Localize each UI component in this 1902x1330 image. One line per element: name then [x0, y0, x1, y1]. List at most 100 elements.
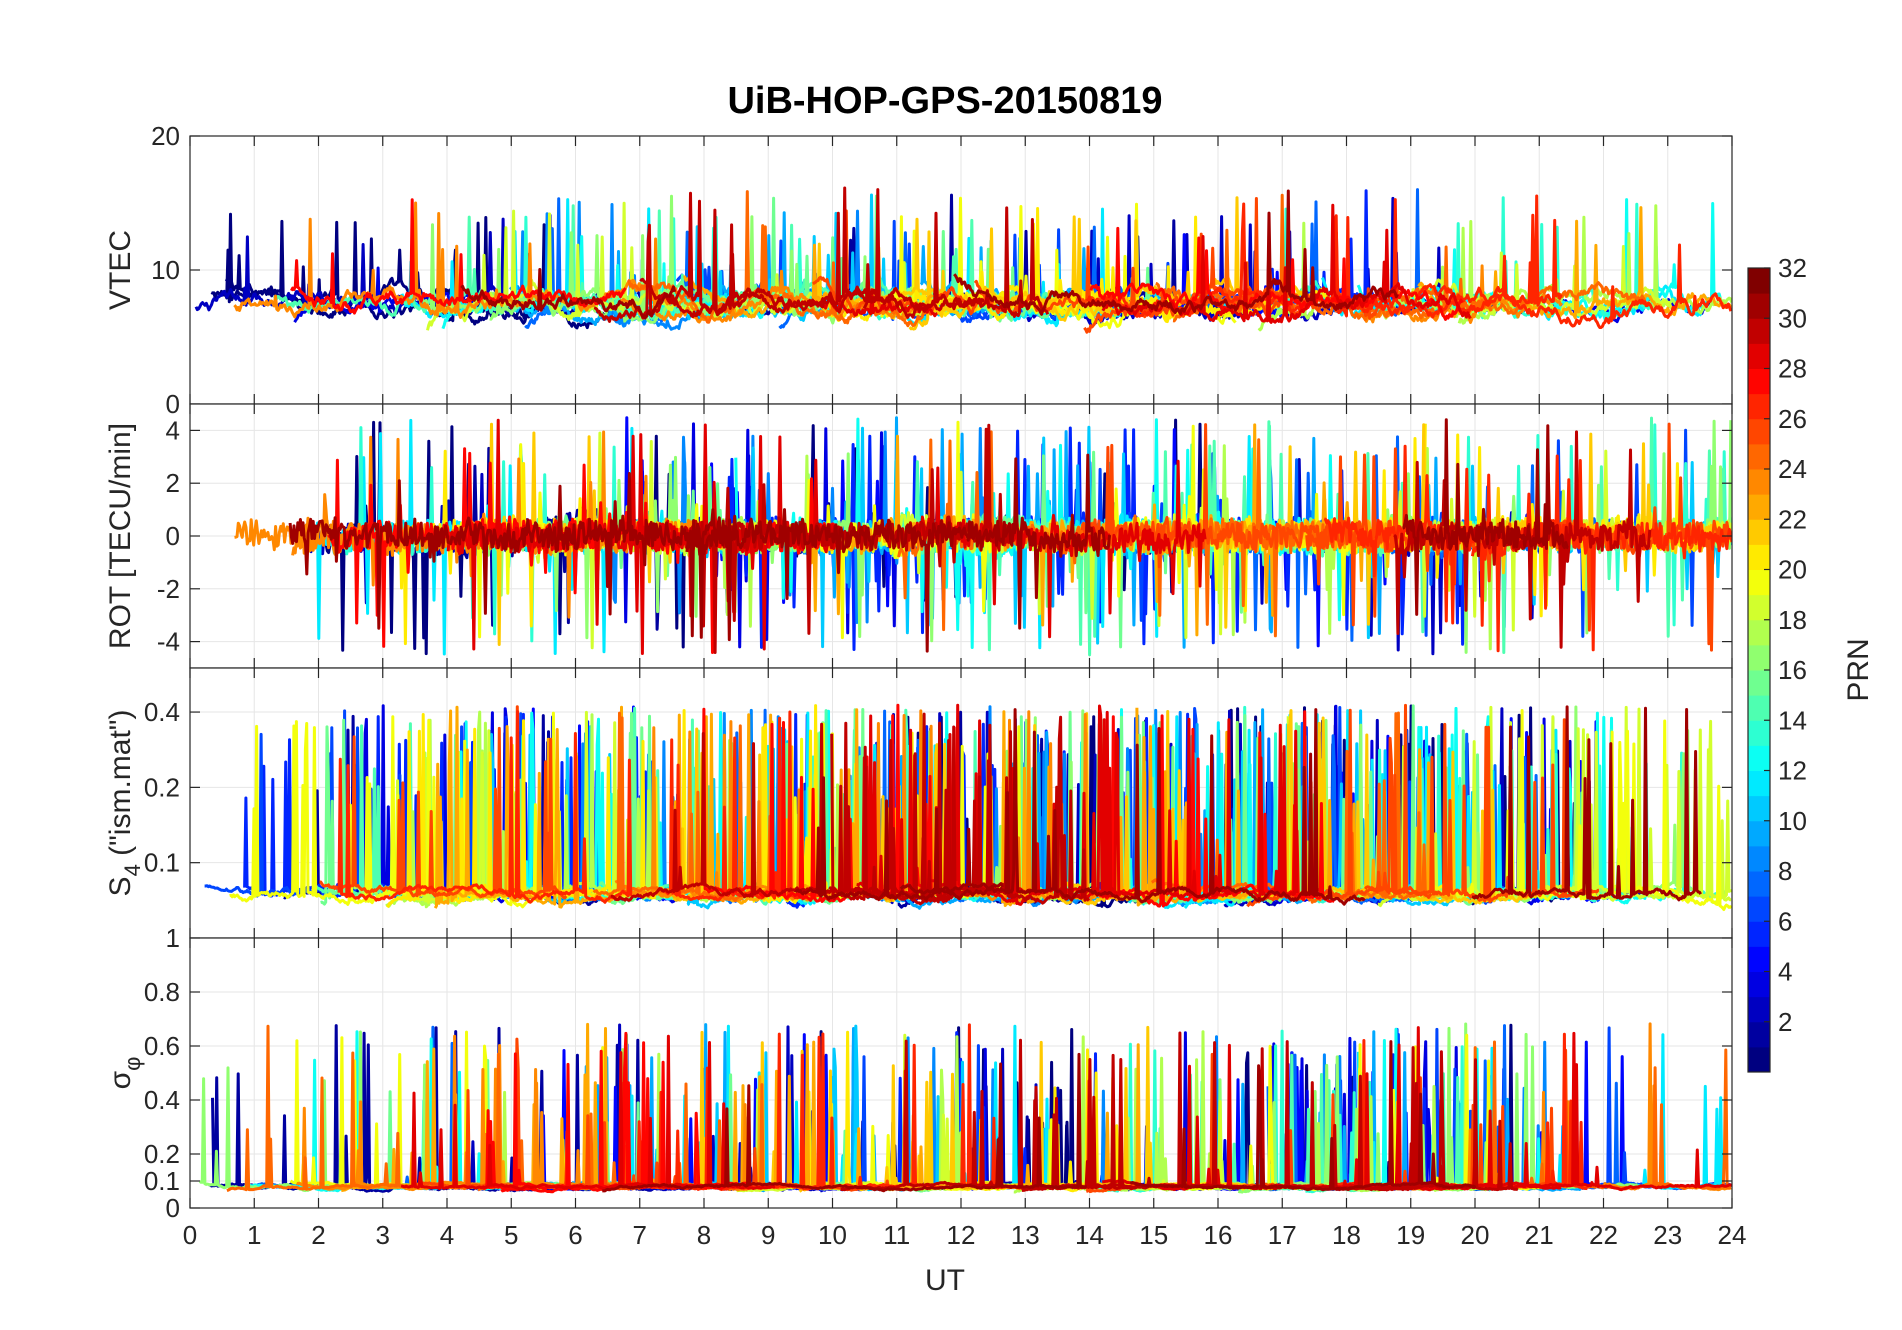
x-tick-label: 16	[1204, 1220, 1233, 1250]
x-tick-label: 15	[1139, 1220, 1168, 1250]
x-axis-label: UT	[925, 1264, 965, 1297]
series-line-prn-26	[1246, 703, 1433, 908]
series-group	[204, 703, 1732, 911]
colorbar-tick-label: 4	[1778, 957, 1792, 987]
y-tick-label: 0.1	[144, 1166, 180, 1196]
colorbar-tick-label: 28	[1778, 354, 1807, 384]
series-line-prn-27	[1331, 231, 1732, 329]
colorbar-cell-6	[1748, 921, 1770, 947]
colorbar-cell-19	[1748, 594, 1770, 621]
series-line-prn-31	[794, 776, 1004, 902]
colorbar-cell-16	[1748, 670, 1770, 696]
y-tick-label: 0.8	[144, 977, 180, 1007]
colorbar-cell-8	[1748, 871, 1770, 897]
y-tick-label: -2	[157, 574, 180, 604]
colorbar-tick-label: 10	[1778, 806, 1807, 836]
colorbar-cell-22	[1748, 519, 1770, 545]
series-line-prn-26	[319, 705, 568, 900]
series-line-prn-27	[337, 710, 633, 904]
y-tick-label: 0.4	[144, 697, 180, 727]
chart-title: UiB-HOP-GPS-20150819	[727, 80, 1162, 122]
colorbar-cell-1	[1748, 1046, 1770, 1073]
colorbar-tick-label: 20	[1778, 555, 1807, 585]
x-tick-label: 17	[1268, 1220, 1297, 1250]
y-tick-label: 0	[166, 521, 180, 551]
series-line-prn-23	[1001, 710, 1190, 907]
x-tick-label: 24	[1718, 1220, 1747, 1250]
colorbar-tick-label: 14	[1778, 705, 1807, 735]
y-tick-label: 0.6	[144, 1031, 180, 1061]
series-line-prn-30	[682, 423, 1016, 654]
series-line-prn-17	[416, 194, 684, 317]
colorbar-cell-12	[1748, 770, 1770, 797]
colorbar-tick-label: 18	[1778, 605, 1807, 635]
colorbar-tick-label: 24	[1778, 454, 1807, 484]
y-tick-label: 0.4	[144, 1085, 180, 1115]
colorbar-cell-31	[1748, 293, 1770, 319]
colorbar-tick-label: 6	[1778, 906, 1792, 936]
x-tick-label: 23	[1653, 1220, 1682, 1250]
y-tick-label: 0.2	[144, 772, 180, 802]
x-tick-label: 2	[311, 1220, 325, 1250]
colorbar-tick-label: 16	[1778, 655, 1807, 685]
colorbar-cell-10	[1748, 820, 1770, 847]
y-tick-label: 0.1	[144, 848, 180, 878]
colorbar-cell-3	[1748, 996, 1770, 1023]
y-axis-label: ROT [TECU/min]	[104, 423, 137, 649]
panel-1: 0 10 20 VTEC	[104, 121, 1733, 419]
colorbar-label: PRN	[1842, 638, 1875, 701]
colorbar-cell-25	[1748, 443, 1770, 470]
series-line-prn-28	[1089, 226, 1464, 321]
series-line-prn-31	[1402, 418, 1569, 616]
series-line-prn-28	[290, 198, 627, 315]
x-tick-label: 5	[504, 1220, 518, 1250]
x-tick-label: 7	[633, 1220, 647, 1250]
colorbar-cell-7	[1748, 896, 1770, 922]
colorbar-cell-20	[1748, 569, 1770, 596]
colorbar-tick-label: 26	[1778, 404, 1807, 434]
colorbar-tick-label: 8	[1778, 856, 1792, 886]
panel-4: 00.10.2 0.4 0.6 0.8 1 σφ	[104, 923, 1733, 1223]
y-tick-label: 0.2	[144, 1139, 180, 1169]
colorbar-cell-32	[1748, 268, 1770, 294]
series-line-prn-31	[953, 189, 1399, 316]
x-tick-label: 18	[1332, 1220, 1361, 1250]
series-group	[234, 416, 1732, 657]
series-line-prn-31	[288, 472, 738, 639]
x-tick-label: 6	[568, 1220, 582, 1250]
x-tick-label: 0	[183, 1220, 197, 1250]
y-tick-label: 0	[166, 389, 180, 419]
x-tick-label: 22	[1589, 1220, 1618, 1250]
y-tick-label: 4	[166, 415, 180, 445]
colorbar-cell-11	[1748, 795, 1770, 822]
series-line-prn-31	[685, 453, 1112, 653]
x-tick-label: 12	[947, 1220, 976, 1250]
series-line-prn-26	[1364, 718, 1600, 904]
panel-2: -4 -2 0 2 4 ROT [TECU/min]	[104, 403, 1733, 669]
colorbar-cell-24	[1748, 469, 1770, 495]
series-group	[198, 1022, 1732, 1194]
colorbar-cell-13	[1748, 745, 1770, 771]
panel-3: 0.1 0.2 0.4S4 ("ism.mat")	[104, 667, 1733, 939]
x-tick-label: 10	[818, 1220, 847, 1250]
series-line-prn-30	[610, 715, 1091, 905]
x-tick-label: 8	[697, 1220, 711, 1250]
x-tick-label: 21	[1525, 1220, 1554, 1250]
y-tick-label: 1	[166, 923, 180, 953]
series-line-prn-31	[460, 268, 677, 320]
colorbar-cell-9	[1748, 845, 1770, 872]
colorbar-cell-28	[1748, 368, 1770, 395]
colorbar-tick-label: 12	[1778, 756, 1807, 786]
y-tick-label: 20	[151, 121, 180, 151]
colorbar-cell-29	[1748, 343, 1770, 369]
series-group	[194, 186, 1732, 334]
y-axis-label: σφ	[104, 1057, 145, 1090]
colorbar-cell-14	[1748, 720, 1770, 746]
x-axis: 0 1 2 3 4 5 6 7 8 9 10 11 12 13 14 15 16 17 18 19 20 21 22 23 24	[183, 1220, 1747, 1250]
x-tick-label: 3	[376, 1220, 390, 1250]
series-line-prn-25	[226, 1024, 513, 1193]
x-tick-label: 4	[440, 1220, 454, 1250]
x-tick-label: 14	[1075, 1220, 1104, 1250]
